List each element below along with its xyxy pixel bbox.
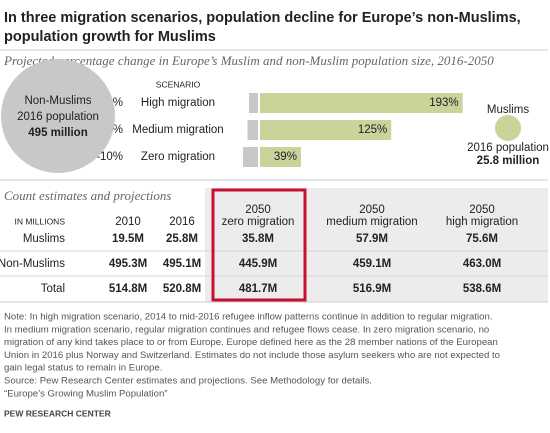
cell: 459.1M	[353, 258, 391, 270]
value-label: –10%	[94, 151, 123, 163]
column-header: 2050	[469, 204, 495, 216]
cell: 538.6M	[463, 283, 501, 295]
subtitle: Projected percentage change in Europe’s …	[3, 53, 494, 68]
column-header: 2050	[359, 204, 385, 216]
cell: 481.7M	[239, 283, 277, 295]
column-header: IN MILLIONS	[14, 216, 65, 226]
cell: 35.8M	[242, 233, 274, 245]
table-title: Count estimates and projections	[4, 188, 171, 203]
base-circle	[1, 59, 115, 173]
bar	[260, 120, 392, 140]
base-circle	[494, 114, 522, 142]
note-line: Note: In high migration scenario, 2014 t…	[4, 312, 493, 323]
column-header: medium migration	[326, 216, 417, 228]
footer: PEW RESEARCH CENTER	[4, 408, 111, 418]
category-label: Zero migration	[141, 151, 215, 163]
cell: 445.9M	[239, 258, 277, 270]
legend-label: Non-Muslims	[24, 95, 91, 107]
note-line: gain legal status to remain in Europe.	[4, 363, 162, 374]
note-line: In medium migration scenario, regular mi…	[4, 324, 489, 335]
column-header: high migration	[446, 216, 518, 228]
note-line: migration of any kind takes place to or …	[4, 337, 498, 348]
value-label: 125%	[358, 124, 387, 136]
cell: 463.0M	[463, 258, 501, 270]
cell: 25.8M	[166, 233, 198, 245]
note-line: “Europe’s Growing Muslim Population”	[4, 388, 168, 399]
column-header: 2050	[245, 204, 271, 216]
projection-shade	[205, 188, 548, 302]
category-label: Medium migration	[132, 124, 223, 136]
note-line: Source: Pew Research Center estimates an…	[4, 376, 372, 387]
note-line: Union in 2016 plus Norway and Switzerlan…	[4, 350, 500, 361]
row-label: Non-Muslims	[0, 258, 65, 270]
cell: 514.8M	[109, 283, 147, 295]
column-header: 2010	[115, 216, 141, 228]
column-header: zero migration	[222, 216, 295, 228]
cell: 19.5M	[112, 233, 144, 245]
base-note: 2016 population	[17, 111, 99, 123]
legend-label: Muslims	[487, 104, 529, 116]
cell: 57.9M	[356, 233, 388, 245]
bar	[260, 147, 301, 167]
base-note: 2016 population	[467, 142, 549, 154]
base-label: 495 million	[28, 127, 87, 139]
column-header: 2016	[169, 216, 195, 228]
bar	[260, 93, 463, 113]
value-label: 193%	[429, 97, 458, 109]
row-label: Muslims	[23, 233, 65, 245]
cell: 495.1M	[163, 258, 201, 270]
bar	[243, 147, 258, 167]
bar	[249, 93, 258, 113]
cell: 516.9M	[353, 283, 391, 295]
cell: 495.3M	[109, 258, 147, 270]
bar	[247, 120, 258, 140]
value-label: 39%	[274, 151, 297, 163]
row-label: Total	[41, 283, 65, 295]
category-label: High migration	[141, 97, 215, 109]
base-label: 25.8 million	[477, 155, 540, 167]
highlight-box	[211, 188, 307, 302]
cell: 520.8M	[163, 283, 201, 295]
title: In three migration scenarios, population…	[4, 10, 521, 45]
category-header: SCENARIO	[156, 79, 201, 89]
cell: 75.6M	[466, 233, 498, 245]
